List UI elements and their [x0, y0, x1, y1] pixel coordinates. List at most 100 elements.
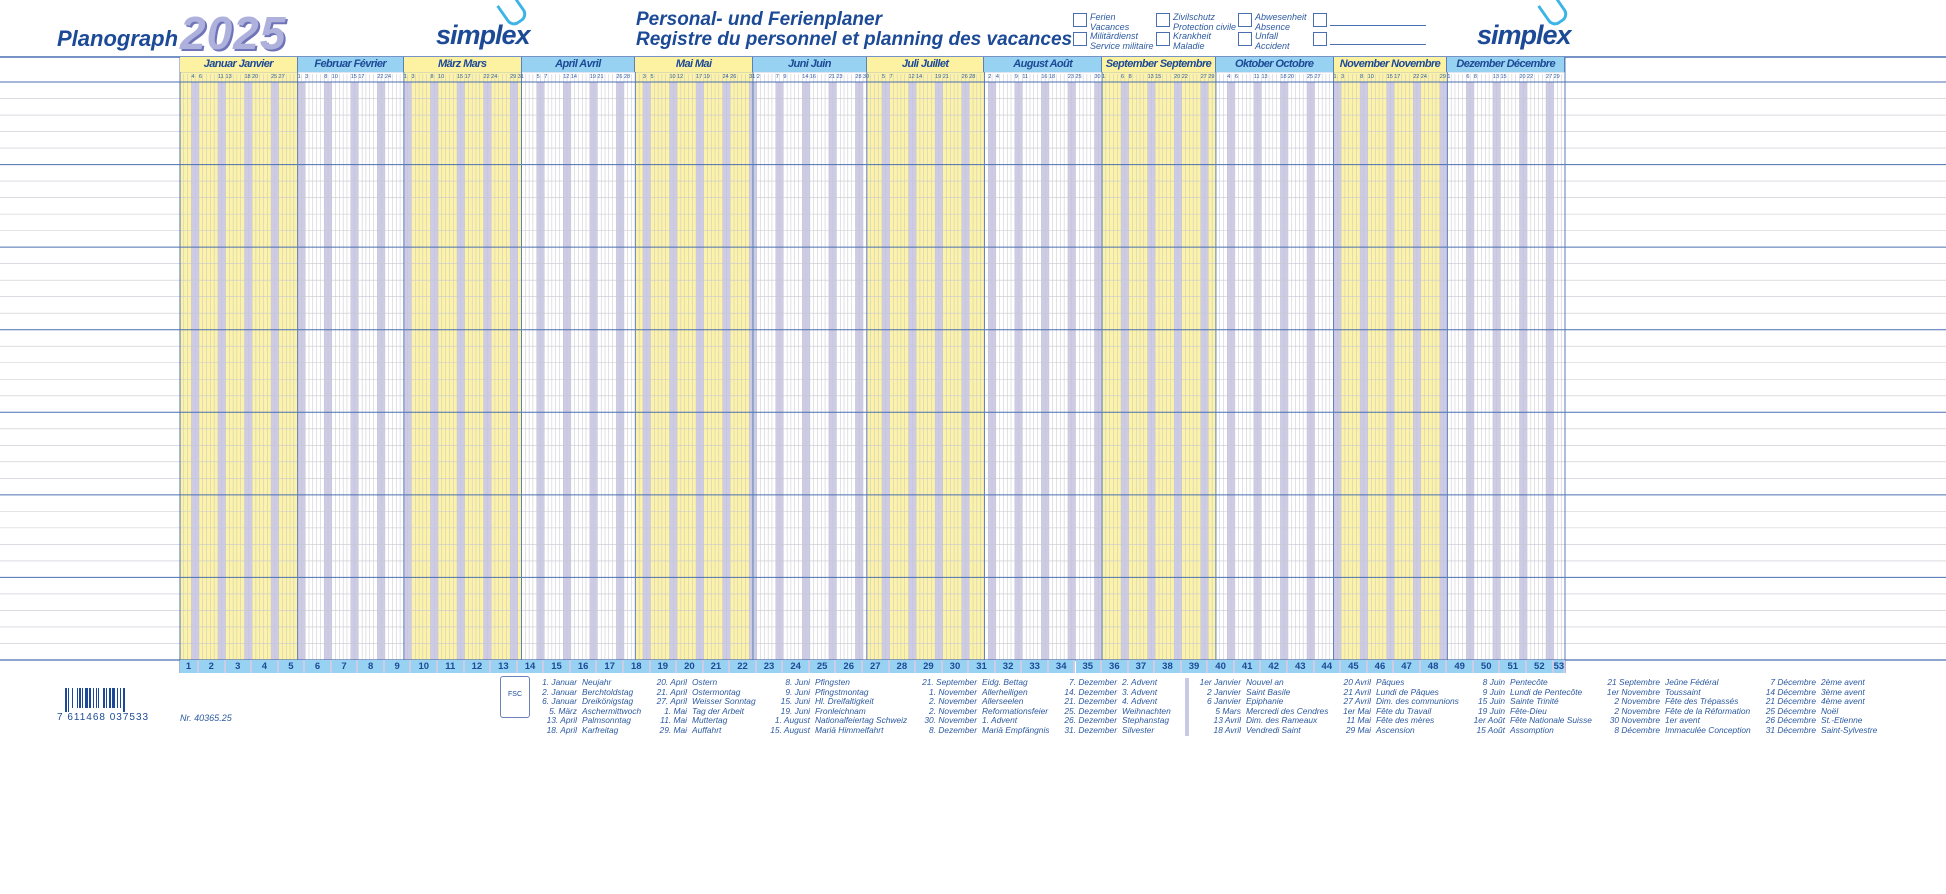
holiday-date: 1er Mai — [1343, 705, 1371, 716]
holiday-name: Berchtoldstag — [582, 686, 634, 697]
barcode — [65, 688, 147, 712]
weekend-column — [301, 82, 306, 660]
holiday-name: Palmsonntag — [582, 715, 631, 726]
day-number: 23 — [1067, 74, 1075, 80]
weekend-column — [1098, 82, 1103, 660]
day-number: 7 — [889, 74, 893, 80]
day-number: 27 — [1200, 74, 1207, 80]
week-number: 23 — [756, 660, 784, 673]
legend-label: Abwesenheit Absence — [1255, 12, 1307, 32]
weekend-column — [540, 82, 545, 660]
weekend-column — [381, 82, 385, 660]
holiday-date: 6 Janvier — [1207, 696, 1241, 707]
legend-label-de: Militärdienst — [1090, 31, 1139, 41]
weekend-column — [935, 82, 939, 660]
holiday-date: 8 Juin — [1482, 677, 1505, 687]
legend-checkbox[interactable] — [1073, 32, 1087, 46]
holiday-name: 3ème avent — [1821, 686, 1865, 697]
weekend-column — [593, 82, 598, 660]
title-german: Personal- und Ferienplaner — [636, 9, 882, 30]
holiday-dates: 1er Janvier 2 Janvier 6 Janvier 5 Mars 13 Av… — [1197, 677, 1241, 736]
article-number: Nr. 40365.25 — [180, 713, 232, 723]
legend-checkbox[interactable] — [1238, 32, 1252, 46]
holiday-date: 27. April — [656, 696, 687, 707]
month-header: September Septembre — [1102, 57, 1216, 72]
week-number: 6 — [305, 660, 332, 673]
legend-checkbox[interactable] — [1238, 13, 1252, 27]
holiday-name: Fronleichnam — [815, 705, 866, 716]
day-number: 13 — [225, 74, 232, 80]
day-number: 11 — [1253, 74, 1260, 80]
holiday-dates: 8 Juin 9 Juin 15 Juin 19 Juin 1er Août 15 Aoû… — [1471, 677, 1505, 736]
week-number: 4 — [252, 660, 279, 673]
week-number: 36 — [1102, 660, 1129, 673]
holiday-name: Eidg. Bettag — [982, 677, 1028, 687]
month-header: Juli Juillet — [866, 57, 985, 72]
day-number: 6 — [1121, 74, 1125, 80]
weekend-column — [620, 82, 624, 660]
legend-label-de: Ferien — [1090, 12, 1116, 22]
holiday-name: 1er avent — [1665, 715, 1700, 726]
holiday-date: 7. Dezember — [1069, 677, 1117, 687]
month-column — [521, 72, 636, 660]
holiday-dates: 20 Avril 21 Avril 27 Avril 1er Mai 11 Mai 29 … — [1341, 677, 1371, 736]
legend-label: Ferien Vacances — [1090, 12, 1129, 32]
weekend-column — [434, 82, 439, 660]
holiday-date: 25. Dezember — [1064, 705, 1117, 716]
month-header: März Mars — [403, 57, 522, 72]
day-number: 24 — [1420, 74, 1427, 80]
week-number: 51 — [1500, 660, 1528, 673]
holiday-name: Weihnachten — [1122, 705, 1171, 716]
title-french: Registre du personnel et planning des va… — [636, 29, 1073, 50]
day-number: 27 — [1546, 74, 1553, 80]
holiday-names: Pfingsten Pfingstmontag Hl. Dreifaltigkeit… — [815, 677, 907, 736]
legend-checkbox[interactable] — [1313, 13, 1327, 27]
legend-checkbox[interactable] — [1156, 32, 1170, 46]
weekend-column — [908, 82, 913, 660]
holiday-date: 11. Mai — [660, 715, 687, 726]
week-number: 8 — [358, 660, 385, 673]
week-number: 1 — [180, 660, 199, 673]
weekend-column — [881, 82, 886, 660]
holiday-date: 20 Avril — [1343, 677, 1371, 687]
holiday-date: 25 Décembre — [1765, 705, 1816, 716]
holiday-name: Mariä Himmelfahrt — [815, 724, 884, 735]
weekend-column — [191, 82, 196, 660]
day-number: 28 — [969, 74, 976, 80]
weekend-column — [589, 82, 594, 660]
day-number: 25 — [271, 74, 278, 80]
weekend-column — [1492, 82, 1497, 660]
legend-label: Zivilschutz Protection civile — [1173, 12, 1236, 32]
holiday-name: Sainte Trinité — [1510, 696, 1559, 707]
legend-blank-line[interactable] — [1330, 44, 1426, 45]
year-grid[interactable] — [0, 0, 1946, 690]
week-number: 12 — [464, 660, 492, 673]
day-number: 7 — [775, 74, 779, 80]
week-number: 22 — [730, 660, 757, 673]
legend-blank-line[interactable] — [1330, 25, 1426, 26]
week-number: 16 — [570, 660, 598, 673]
barcode-bar — [68, 688, 70, 712]
week-number: 42 — [1261, 660, 1288, 673]
legend-label-fr: Service militaire — [1090, 41, 1154, 51]
weekend-column — [195, 82, 199, 660]
holiday-dates: 21 Septembre 1er Novembre 2 Novembre 2 Nove… — [1604, 677, 1660, 736]
weekend-column — [1071, 82, 1076, 660]
legend-checkbox[interactable] — [1313, 32, 1327, 46]
legend-checkbox[interactable] — [1073, 13, 1087, 27]
day-number: 12 — [563, 74, 570, 80]
week-number: 50 — [1473, 660, 1501, 673]
legend-checkbox[interactable] — [1156, 13, 1170, 27]
month-column — [403, 72, 522, 660]
barcode-bar — [92, 688, 94, 708]
holiday-date: 21 Avril — [1343, 686, 1371, 697]
week-number: 53 — [1553, 660, 1565, 673]
week-number: 26 — [836, 660, 863, 673]
day-number: 16 — [1041, 74, 1048, 80]
legend-label-fr: Protection civile — [1173, 22, 1237, 32]
holiday-name: 4ème avent — [1821, 696, 1865, 707]
day-number: 21 — [828, 74, 835, 80]
holiday-name: 2. Advent — [1122, 677, 1158, 687]
day-number: 14 — [570, 74, 577, 80]
holiday-name: Neujahr — [582, 677, 612, 687]
